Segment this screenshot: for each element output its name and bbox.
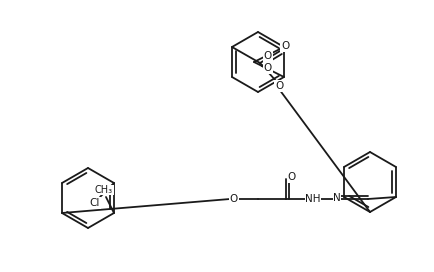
Text: O: O xyxy=(281,41,289,51)
Text: N: N xyxy=(333,193,341,203)
Text: O: O xyxy=(288,172,296,182)
Text: Cl: Cl xyxy=(90,198,100,208)
Text: O: O xyxy=(230,194,238,204)
Text: O: O xyxy=(275,81,283,91)
Text: NH: NH xyxy=(305,194,321,204)
Text: O: O xyxy=(264,63,272,73)
Text: O: O xyxy=(264,51,272,61)
Text: CH₃: CH₃ xyxy=(95,185,113,195)
